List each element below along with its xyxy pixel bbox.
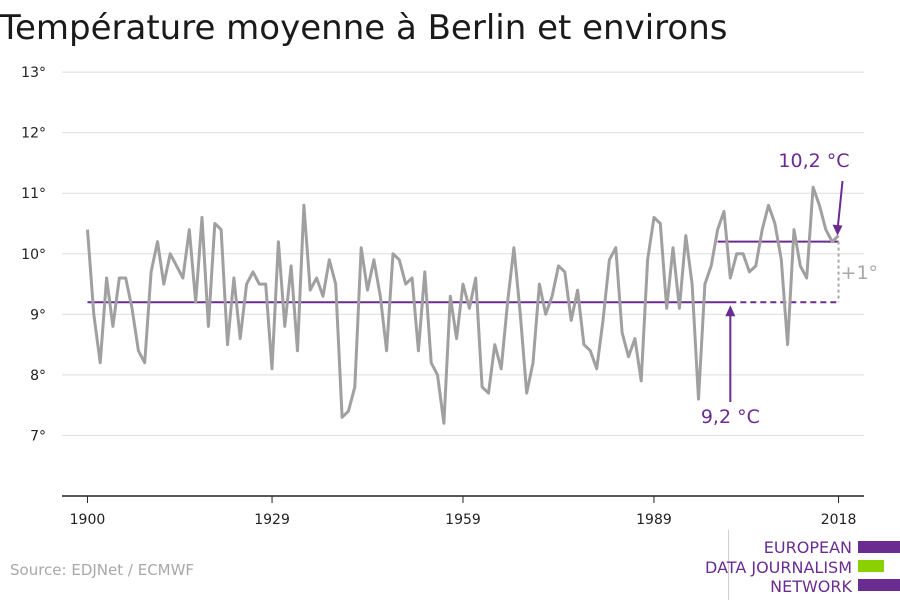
logo-divider <box>728 530 729 600</box>
y-tick-label: 7° <box>30 428 46 444</box>
baseline-mean-label: 9,2 °C <box>701 406 760 428</box>
x-tick-label: 2018 <box>821 512 857 528</box>
logo-line-2: DATA JOURNALISM <box>705 558 852 577</box>
difference-label: +1° <box>841 262 879 284</box>
annotations: +1° 10,2 °C 9,2 °C <box>701 150 878 428</box>
logo-line-1: EUROPEAN <box>763 538 852 557</box>
baseline-mean-arrowhead <box>725 305 736 317</box>
series <box>86 185 840 425</box>
logo-bar-3 <box>858 579 900 591</box>
y-tick-label: 8° <box>30 368 46 384</box>
y-tick-label: 12° <box>21 126 46 142</box>
recent-mean-arrowhead <box>832 224 843 236</box>
y-tick-label: 9° <box>30 307 46 323</box>
y-axis-tick-labels: 7° 8° 9° 10° 11° 12° 13° <box>21 65 46 444</box>
temperature-series-line <box>86 185 840 425</box>
y-tick-label: 13° <box>21 65 46 81</box>
recent-mean-arrow <box>836 180 844 230</box>
logo-line-3: NETWORK <box>770 577 852 596</box>
x-axis-tick-labels: 1900 1929 1959 1989 2018 <box>70 496 857 528</box>
x-tick-label: 1989 <box>636 512 672 528</box>
x-tick-label: 1929 <box>254 512 290 528</box>
x-tick-label: 1900 <box>70 512 106 528</box>
source-note: Source: EDJNet / ECMWF <box>10 561 195 579</box>
grid-lines <box>62 71 864 436</box>
chart-title: Température moyenne à Berlin et environs <box>0 8 728 48</box>
y-tick-label: 10° <box>21 247 46 263</box>
recent-mean-label: 10,2 °C <box>778 150 849 172</box>
y-tick-label: 11° <box>21 186 46 202</box>
logo-bar-2 <box>858 560 884 572</box>
x-tick-label: 1959 <box>445 512 481 528</box>
edjnet-logo: EUROPEAN DATA JOURNALISM NETWORK <box>700 530 900 600</box>
logo-bar-1 <box>858 541 900 553</box>
